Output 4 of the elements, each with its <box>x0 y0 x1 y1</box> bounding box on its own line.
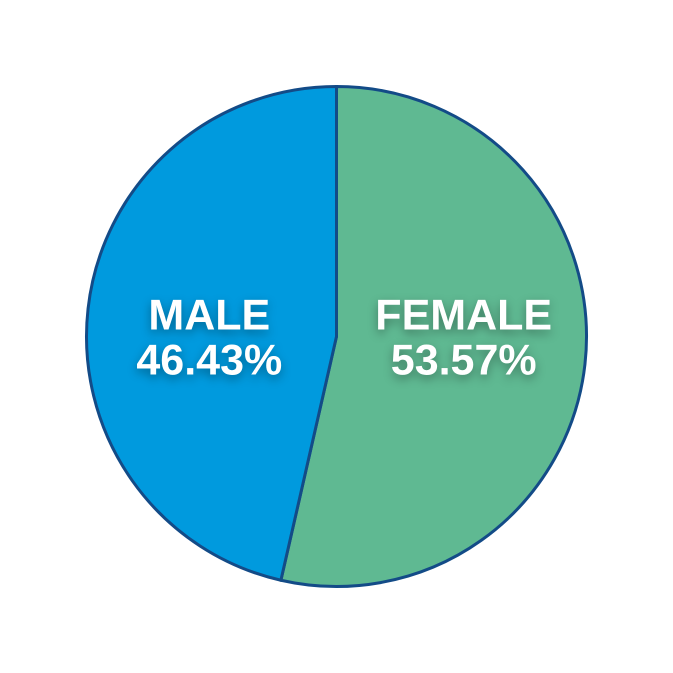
data-label: 46.43% <box>136 336 282 384</box>
slice-label: MALE <box>148 292 270 340</box>
slice-label: FEMALE <box>375 292 552 340</box>
data-label: 53.57% <box>390 336 537 384</box>
